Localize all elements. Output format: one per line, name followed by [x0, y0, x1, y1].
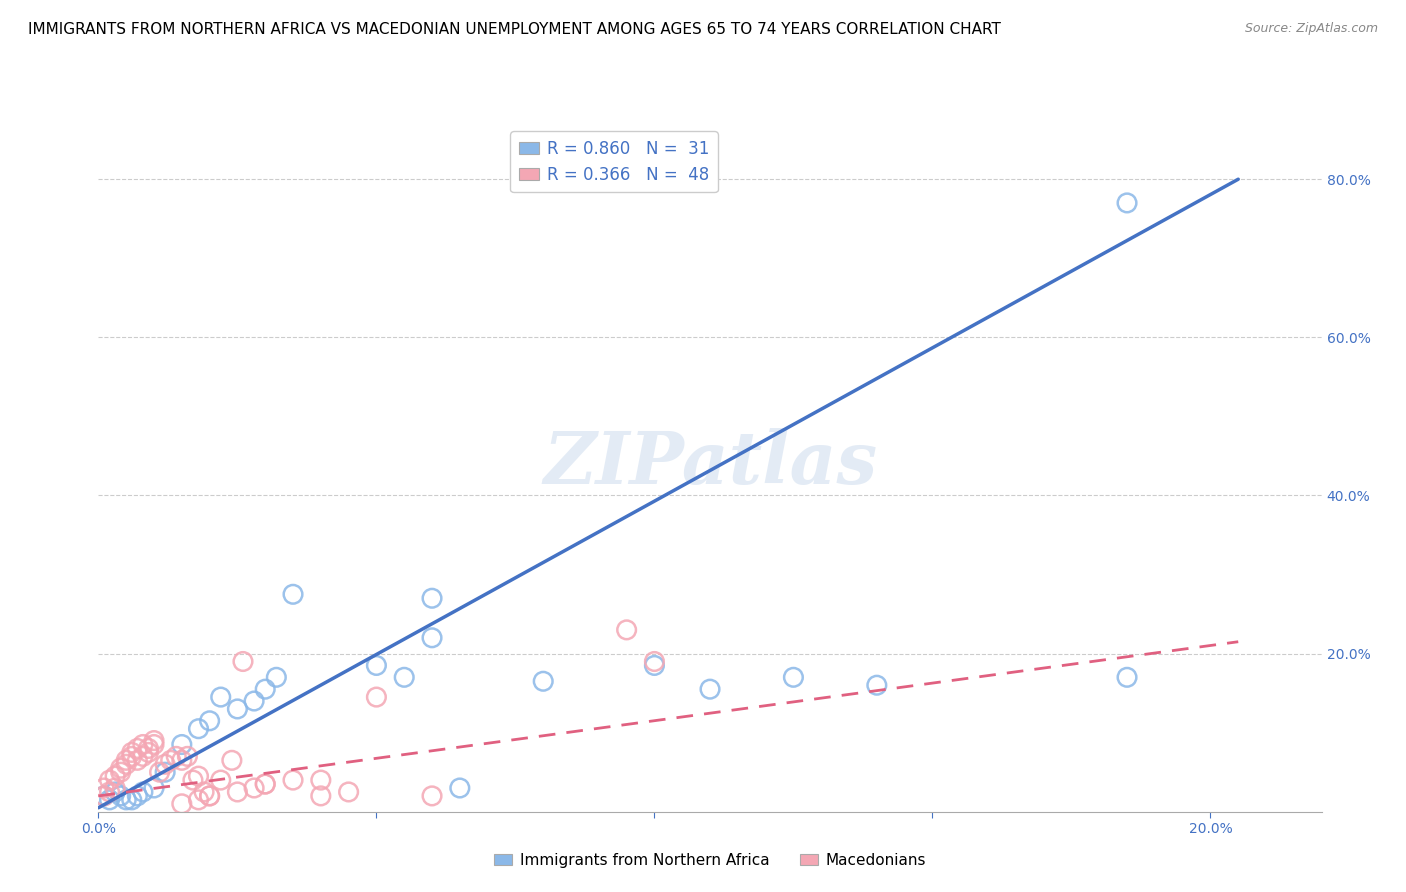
Point [138, 741, 160, 756]
Point [699, 682, 721, 697]
Point [104, 780, 127, 795]
Point [309, 773, 332, 788]
Point [170, 738, 193, 752]
Point [98, 773, 121, 788]
Point [866, 678, 889, 692]
Text: Source: ZipAtlas.com: Source: ZipAtlas.com [1244, 22, 1378, 36]
Point [127, 789, 149, 803]
Point [366, 690, 388, 704]
Point [449, 780, 471, 795]
Point [254, 777, 277, 791]
Point [243, 694, 266, 708]
Point [643, 658, 665, 673]
Point [266, 670, 288, 684]
Point [337, 785, 360, 799]
Point [226, 785, 249, 799]
Point [143, 780, 166, 795]
Point [127, 753, 149, 767]
Point [153, 765, 176, 780]
Point [176, 749, 198, 764]
Point [309, 789, 332, 803]
Point [420, 631, 443, 645]
Legend: Immigrants from Northern Africa, Macedonians: Immigrants from Northern Africa, Macedon… [488, 847, 932, 873]
Point [181, 773, 204, 788]
Point [143, 733, 166, 747]
Point [1116, 670, 1139, 684]
Text: IMMIGRANTS FROM NORTHERN AFRICA VS MACEDONIAN UNEMPLOYMENT AMONG AGES 65 TO 74 Y: IMMIGRANTS FROM NORTHERN AFRICA VS MACED… [28, 22, 1001, 37]
Point [281, 773, 304, 788]
Point [132, 785, 155, 799]
Point [198, 789, 221, 803]
Point [93, 780, 115, 795]
Point [132, 738, 155, 752]
Point [187, 793, 209, 807]
Point [281, 587, 304, 601]
Point [121, 746, 143, 760]
Point [221, 753, 243, 767]
Point [531, 674, 554, 689]
Point [366, 658, 388, 673]
Point [198, 714, 221, 728]
Point [98, 793, 121, 807]
Point [643, 655, 665, 669]
Point [170, 797, 193, 811]
Point [394, 670, 416, 684]
Point [127, 741, 149, 756]
Point [110, 789, 132, 803]
Point [254, 777, 277, 791]
Point [193, 785, 215, 799]
Point [132, 749, 155, 764]
Point [138, 746, 160, 760]
Point [1116, 195, 1139, 210]
Point [209, 690, 232, 704]
Point [165, 749, 187, 764]
Point [115, 757, 138, 772]
Point [153, 757, 176, 772]
Point [93, 789, 115, 803]
Point [143, 738, 166, 752]
Point [93, 789, 115, 803]
Point [187, 769, 209, 783]
Point [121, 793, 143, 807]
Point [121, 749, 143, 764]
Point [110, 761, 132, 775]
Point [243, 780, 266, 795]
Point [159, 753, 181, 767]
Point [420, 789, 443, 803]
Point [187, 722, 209, 736]
Point [104, 785, 127, 799]
Point [616, 623, 638, 637]
Point [198, 789, 221, 803]
Point [98, 785, 121, 799]
Point [115, 753, 138, 767]
Point [209, 773, 232, 788]
Text: ZIPatlas: ZIPatlas [543, 428, 877, 500]
Point [110, 765, 132, 780]
Point [254, 682, 277, 697]
Point [420, 591, 443, 606]
Point [170, 753, 193, 767]
Point [782, 670, 804, 684]
Point [232, 655, 254, 669]
Point [149, 765, 172, 780]
Point [104, 769, 127, 783]
Point [115, 793, 138, 807]
Point [226, 702, 249, 716]
